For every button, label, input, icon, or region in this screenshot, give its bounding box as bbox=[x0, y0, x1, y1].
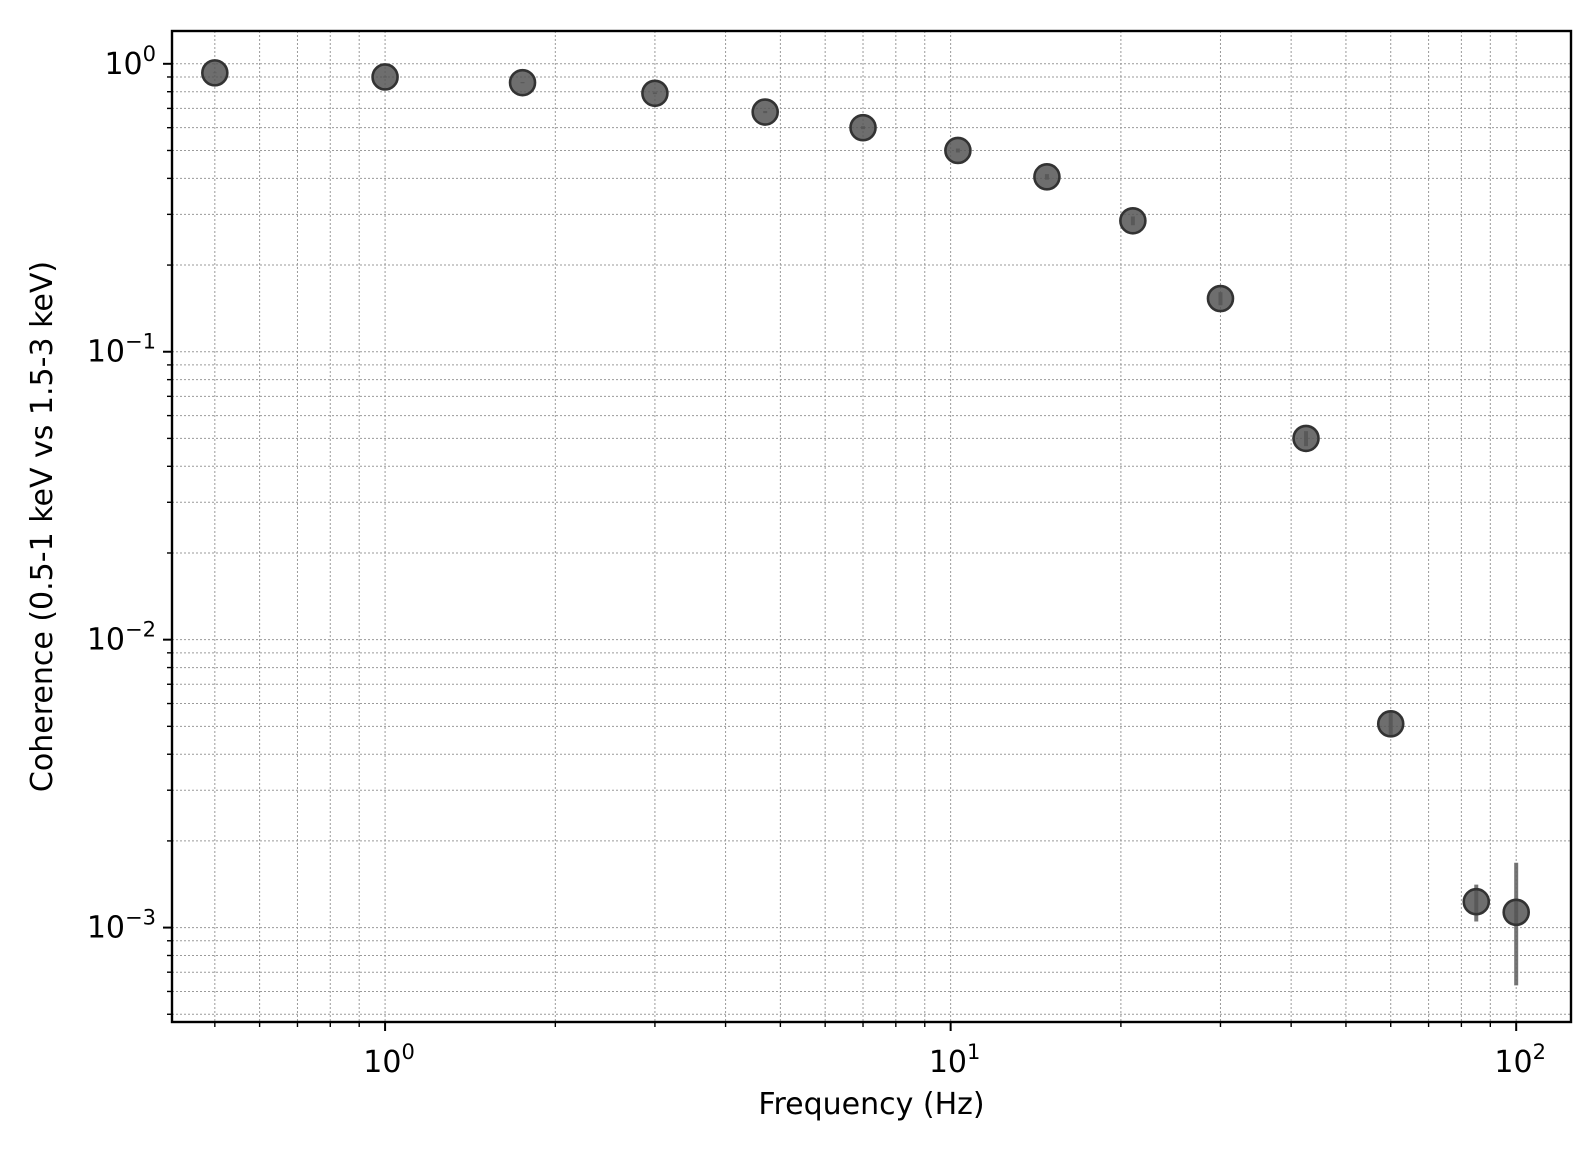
x-tick-label: 101 bbox=[929, 1040, 981, 1080]
y-tick-label: 10−1 bbox=[87, 330, 156, 370]
data-point bbox=[1462, 887, 1491, 916]
x-axis-title: Frequency (Hz) bbox=[758, 1087, 984, 1122]
data-point bbox=[1206, 284, 1235, 313]
axis-ticks: 100 101 102 100 10−1 10−2 10−3 bbox=[87, 42, 1546, 1080]
data-point bbox=[641, 79, 669, 108]
data-point bbox=[508, 68, 537, 97]
data-point bbox=[1033, 163, 1061, 191]
y-tick-label: 10−2 bbox=[87, 618, 156, 658]
data-point bbox=[944, 136, 972, 165]
data-points bbox=[201, 59, 1530, 986]
x-tick-label: 100 bbox=[363, 1040, 415, 1080]
grid-lines bbox=[172, 31, 1571, 1022]
x-tick-label: 102 bbox=[1494, 1040, 1546, 1080]
data-point bbox=[1376, 710, 1405, 738]
y-tick-label: 10−3 bbox=[87, 906, 156, 946]
data-point bbox=[371, 63, 399, 91]
data-point bbox=[1502, 898, 1530, 927]
data-point bbox=[1119, 206, 1147, 235]
data-point bbox=[751, 98, 779, 126]
plot-frame bbox=[170, 29, 1573, 1024]
data-point bbox=[849, 113, 877, 142]
data-point bbox=[1292, 424, 1320, 453]
data-point bbox=[201, 59, 229, 87]
y-tick-label: 100 bbox=[104, 42, 156, 82]
y-axis-title: Coherence (0.5-1 keV vs 1.5-3 keV) bbox=[25, 261, 60, 792]
